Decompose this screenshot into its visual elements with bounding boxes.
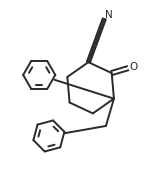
Text: O: O (129, 62, 137, 72)
Text: N: N (105, 10, 113, 20)
